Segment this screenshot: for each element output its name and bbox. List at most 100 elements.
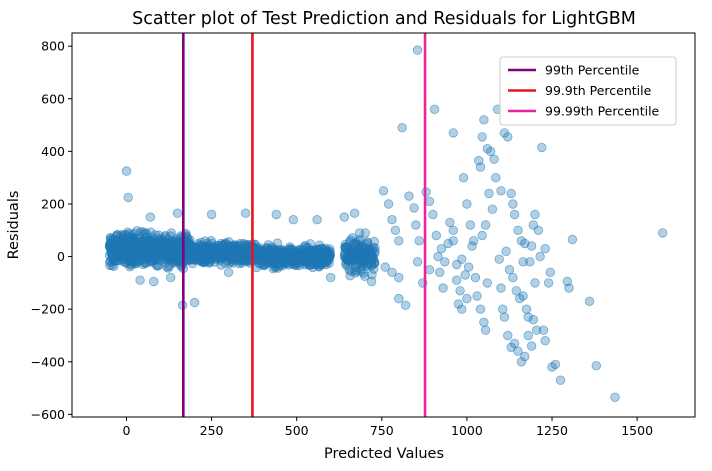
scatter-point: [567, 234, 578, 245]
scatter-point: [482, 278, 493, 288]
scatter-point: [540, 243, 550, 254]
scatter-point: [513, 225, 523, 236]
scatter-point: [458, 172, 469, 183]
scatter-point: [135, 227, 146, 237]
y-tick-label: 600: [41, 91, 65, 106]
scatter-point: [240, 208, 251, 218]
scatter-point: [123, 229, 134, 239]
scatter-point: [445, 217, 455, 228]
scatter-point: [109, 234, 120, 245]
x-tick-label: 0: [122, 423, 130, 438]
scatter-point: [448, 128, 459, 138]
scatter-point: [325, 246, 335, 257]
scatter-point: [163, 234, 174, 245]
scatter-point: [477, 230, 487, 241]
scatter-point: [591, 361, 602, 371]
scatter-point: [339, 212, 350, 222]
scatter-point: [480, 325, 491, 335]
scatter-point: [457, 304, 467, 314]
scatter-point: [189, 297, 200, 308]
scatter-point: [120, 246, 131, 256]
scatter-point: [508, 272, 518, 283]
scatter-point: [226, 253, 237, 263]
chart-title: Scatter plot of Test Prediction and Resi…: [132, 9, 636, 29]
y-tick-label: −400: [31, 354, 65, 369]
x-tick-label: 1000: [451, 423, 483, 438]
scatter-point: [183, 235, 194, 246]
scatter-point: [462, 199, 472, 209]
scatter-point: [369, 236, 380, 247]
scatter-point: [412, 257, 423, 267]
scatter-point: [320, 256, 330, 267]
scatter-point: [496, 186, 506, 196]
scatter-point: [506, 188, 516, 199]
scatter-point: [172, 208, 183, 218]
x-tick-label: 250: [200, 423, 224, 438]
scatter-point: [555, 375, 566, 385]
scatter-point: [349, 208, 360, 218]
scatter-point: [504, 265, 515, 275]
scatter-point: [312, 250, 323, 261]
scatter-point: [487, 204, 498, 214]
scatter-point: [503, 330, 513, 341]
scatter-point: [130, 241, 140, 251]
scatter-point: [116, 239, 127, 249]
scatter-point: [224, 258, 234, 268]
scatter-point: [288, 214, 299, 225]
legend: 99th Percentile 99.9th Percentile 99.99th …: [499, 56, 677, 126]
scatter-point: [191, 247, 201, 257]
scatter-point: [201, 249, 212, 259]
scatter-point: [475, 304, 486, 314]
scatter-point: [658, 228, 668, 238]
scatter-point: [438, 283, 448, 293]
y-tick-label: 0: [57, 249, 65, 264]
scatter-point: [233, 240, 244, 251]
scatter-point: [171, 238, 181, 248]
scatter-point: [108, 251, 118, 261]
scatter-point: [530, 278, 540, 288]
scatter-point: [457, 254, 467, 264]
scatter-point: [496, 283, 506, 293]
scatter-point: [140, 245, 150, 255]
scatter-point: [367, 252, 377, 262]
scatter-point: [312, 214, 322, 225]
scatter-point: [286, 244, 297, 255]
scatter-point: [499, 312, 510, 322]
percentile-lines: [182, 33, 427, 417]
scatter-point: [424, 265, 435, 275]
scatter-point: [511, 286, 522, 296]
scatter-point: [543, 278, 554, 288]
scatter-point: [255, 246, 265, 256]
scatter-point: [521, 304, 532, 314]
scatter-point: [480, 220, 491, 230]
scatter-point: [138, 227, 148, 237]
scatter-point: [121, 258, 132, 268]
y-tick-label: 200: [41, 196, 65, 211]
scatter-point: [409, 203, 419, 213]
y-tick-label: −600: [31, 407, 65, 422]
scatter-point: [472, 291, 482, 301]
y-tick-label: 400: [41, 144, 65, 159]
x-axis-label: Predicted Values: [324, 446, 444, 462]
scatter-point: [433, 251, 443, 262]
scatter-point: [501, 246, 511, 257]
scatter-point: [136, 236, 147, 247]
y-tick-label: 800: [41, 39, 65, 54]
scatter-point: [508, 199, 518, 209]
scatter-point: [503, 132, 513, 142]
scatter-point: [223, 267, 234, 278]
scatter-point: [429, 104, 440, 115]
scatter-point: [463, 262, 474, 272]
scatter-point: [118, 254, 128, 264]
scatter-point: [151, 241, 162, 251]
x-tick-label: 500: [285, 423, 309, 438]
scatter-point: [390, 225, 401, 236]
scatter-point: [424, 196, 435, 207]
scatter-point: [523, 330, 533, 341]
scatter-point: [238, 250, 248, 261]
scatter-point: [209, 257, 220, 267]
scatter-point: [479, 317, 489, 328]
scatter-point: [302, 242, 312, 253]
scatter-point: [584, 296, 595, 307]
